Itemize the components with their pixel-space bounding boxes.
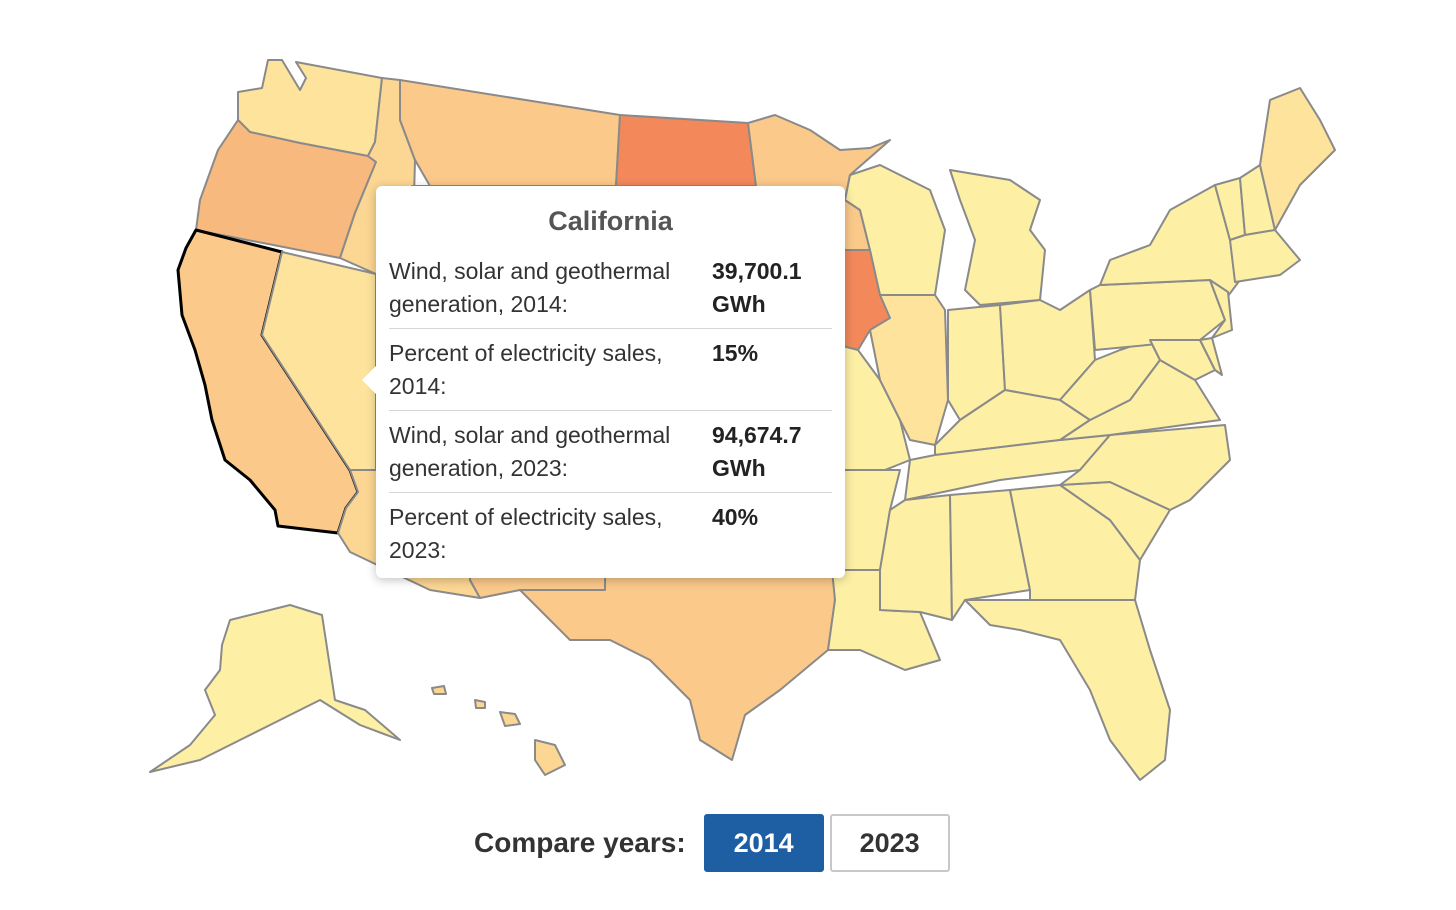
state-alaska[interactable] (149, 604, 401, 773)
tooltip-row-value: 39,700.1 GWh (712, 258, 802, 317)
state-delaware[interactable] (1199, 337, 1223, 376)
state-hawaii-islands (431, 685, 521, 727)
tooltip-row-label: Percent of electricity sales, 2014: (389, 340, 663, 399)
tooltip-row-label: Wind, solar and geothermal generation, 2… (389, 258, 671, 317)
state-tooltip: California Wind, solar and geothermal ge… (362, 186, 845, 578)
state-mississippi[interactable] (879, 494, 953, 621)
compare-years-control: Compare years: 2014 2023 (474, 813, 956, 873)
state-north-carolina[interactable] (1059, 424, 1231, 511)
tooltip-row-value: 15% (712, 340, 759, 366)
tooltip-row-percent-2023: Percent of electricity sales, 2023: 40% (389, 493, 832, 575)
tooltip-row-value: 94,674.7 GWh (712, 422, 802, 481)
tooltip-row-generation-2023: Wind, solar and geothermal generation, 2… (389, 411, 832, 493)
tooltip-row-label: Percent of electricity sales, 2023: (389, 504, 663, 563)
tooltip-row-label: Wind, solar and geothermal generation, 2… (389, 422, 671, 481)
state-montana[interactable] (399, 79, 621, 187)
state-massachusetts[interactable] (1229, 229, 1301, 283)
state-alabama[interactable] (949, 489, 1031, 621)
tooltip-pointer (362, 366, 376, 394)
state-hawaii[interactable] (534, 739, 566, 776)
tooltip-row-percent-2014: Percent of electricity sales, 2014: 15% (389, 329, 832, 411)
state-illinois[interactable] (869, 294, 949, 446)
year-2023-button[interactable]: 2023 (829, 814, 950, 872)
compare-years-label: Compare years: (474, 827, 686, 858)
state-florida[interactable] (964, 599, 1171, 781)
state-new-jersey[interactable] (1209, 279, 1233, 339)
state-north-dakota[interactable] (615, 114, 757, 187)
tooltip-row-generation-2014: Wind, solar and geothermal generation, 2… (389, 247, 832, 329)
tooltip-state-name: California (548, 206, 673, 236)
state-maine[interactable] (1259, 87, 1336, 231)
year-2014-button[interactable]: 2014 (703, 814, 824, 872)
state-maryland[interactable] (1149, 339, 1216, 381)
tooltip-row-value: 40% (712, 504, 759, 530)
state-michigan[interactable] (949, 169, 1046, 306)
